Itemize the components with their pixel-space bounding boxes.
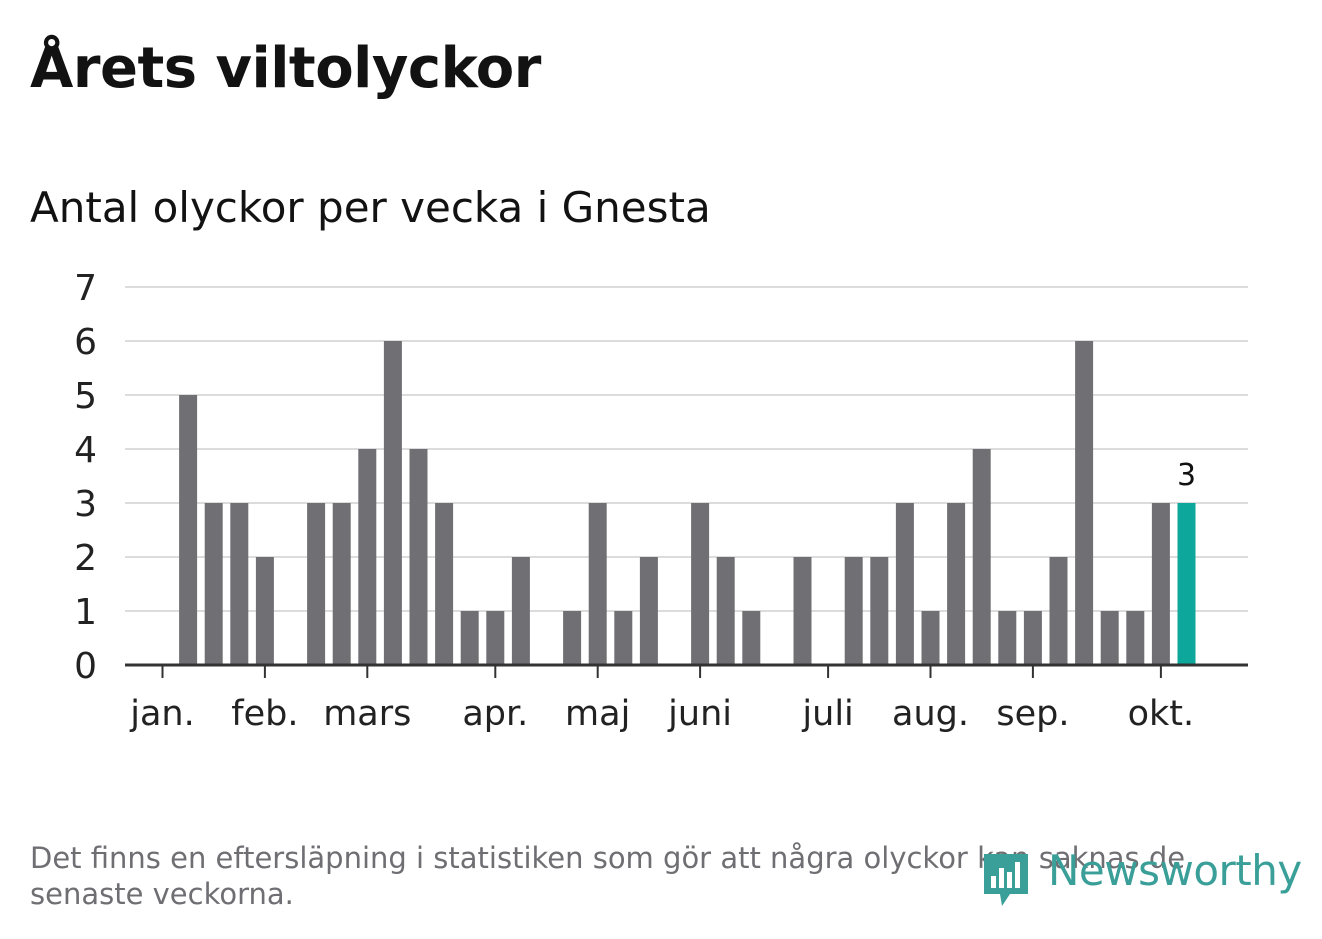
chart-subtitle: Antal olyckor per vecka i Gnesta [30, 183, 711, 232]
bar [486, 611, 505, 665]
bar [332, 503, 351, 665]
bar [563, 611, 582, 665]
bar [588, 503, 607, 665]
data-label-highlight: 3 [1177, 458, 1196, 493]
newsworthy-bar-chart-icon [984, 854, 1028, 906]
bar [1126, 611, 1145, 665]
y-tick-label-5: 5 [74, 376, 97, 417]
y-tick-label-2: 2 [74, 538, 97, 579]
y-tick-label-4: 4 [74, 430, 97, 471]
bar [230, 503, 249, 665]
bar [972, 449, 991, 665]
bar [691, 503, 710, 665]
bar [844, 557, 863, 665]
bar [614, 611, 633, 665]
x-tick-label: feb. [231, 694, 298, 734]
bar [895, 503, 914, 665]
x-tick-label: okt. [1128, 694, 1195, 734]
y-tick-label-7: 7 [74, 268, 97, 309]
bar [409, 449, 428, 665]
bar [1075, 341, 1094, 665]
x-tick-label: jan. [129, 694, 194, 734]
x-tick-label: sep. [996, 694, 1069, 734]
bar [639, 557, 658, 665]
x-tick-label: juni [667, 694, 732, 734]
chart-title: Årets viltolyckor [30, 36, 541, 101]
bar [1100, 611, 1119, 665]
bar [1023, 611, 1042, 665]
bar [870, 557, 889, 665]
bar [179, 395, 198, 665]
bar-chart: 0 1 2 3 4 5 6 7 3 jan. feb. mars apr. maj juni juli aug.… [74, 268, 1248, 734]
bar [307, 503, 326, 665]
x-tick-label: apr. [462, 694, 528, 734]
bar [204, 503, 223, 665]
logo-text: Newsworthy [1048, 846, 1302, 895]
bar [435, 503, 454, 665]
bar [460, 611, 479, 665]
bar [358, 449, 377, 665]
y-tick-label-1: 1 [74, 592, 97, 633]
bar [998, 611, 1017, 665]
x-tick-label: aug. [892, 694, 969, 734]
bar-highlight [1177, 503, 1196, 665]
x-tick-label: maj [565, 694, 630, 734]
bar [742, 611, 761, 665]
bar [1049, 557, 1068, 665]
bar [921, 611, 940, 665]
bar [1151, 503, 1170, 665]
bar [383, 341, 402, 665]
bar [255, 557, 274, 665]
y-tick-label-0: 0 [74, 646, 97, 687]
y-tick-label-3: 3 [74, 484, 97, 525]
x-tick-label: juli [801, 694, 853, 734]
bar [793, 557, 812, 665]
bar [511, 557, 530, 665]
x-tick-label: mars [323, 694, 411, 734]
bar [947, 503, 966, 665]
y-tick-label-6: 6 [74, 322, 97, 363]
bar [716, 557, 735, 665]
